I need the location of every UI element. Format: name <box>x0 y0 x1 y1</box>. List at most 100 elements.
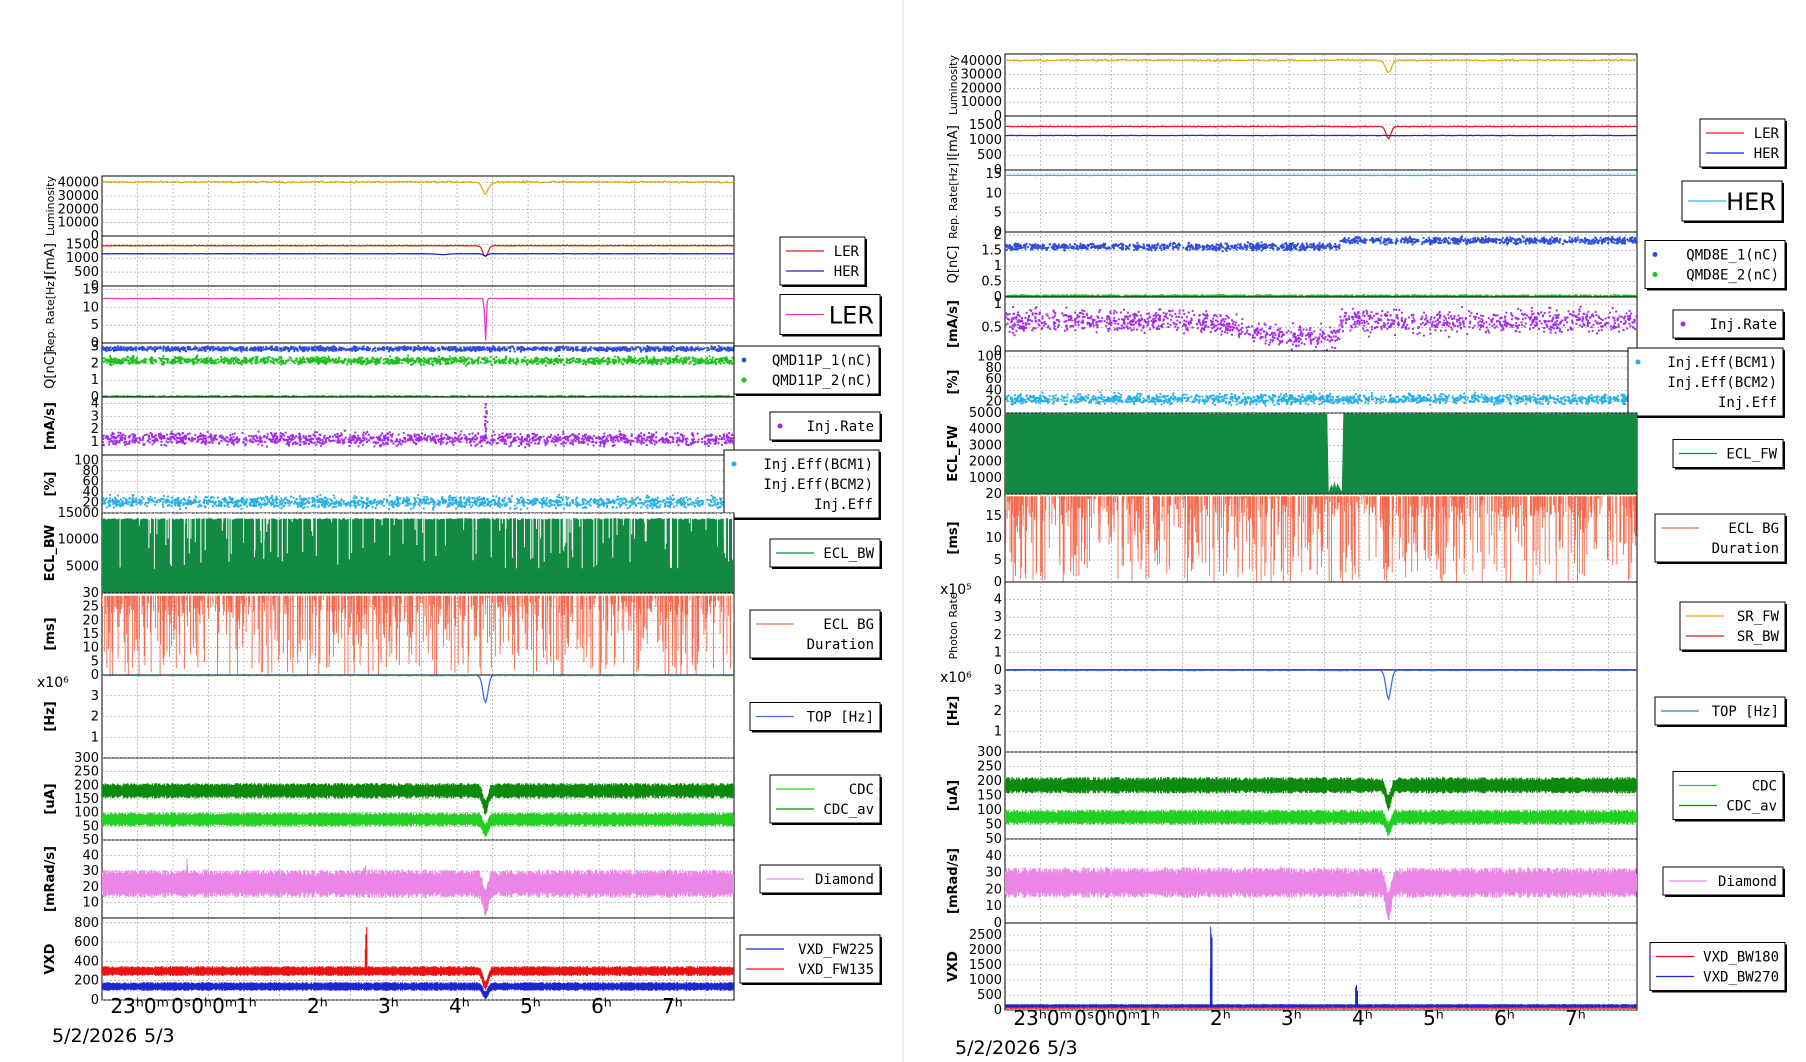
y-tick-label: 200 <box>977 774 1002 789</box>
legend-label: SR_FW <box>1737 609 1780 625</box>
y-tick-label: 1 <box>994 645 1002 660</box>
date-label: 5/2/2026 <box>955 1037 1040 1059</box>
series-group <box>102 513 734 593</box>
y-tick-label: 300 <box>977 745 1002 760</box>
legend-label: CDC_av <box>1726 799 1777 815</box>
y-axis-label: Rep. Rate[Hz] <box>947 163 960 239</box>
y-tick-label: 50 <box>82 833 99 848</box>
legend-label: VXD_BW180 <box>1703 950 1779 966</box>
y-tick-label: 500 <box>74 265 99 280</box>
y-tick-label: 10 <box>82 641 99 656</box>
y-tick-label: 2 <box>91 422 99 437</box>
y-axis-label: [%] <box>946 370 961 395</box>
date-label: 5/3 <box>144 1025 175 1047</box>
legend-3: QMD8E_1(nC) QMD8E_2(nC) <box>1644 240 1787 291</box>
legend-1: LER HER <box>1699 118 1787 169</box>
y-tick-label: 2 <box>994 704 1002 719</box>
series-line-1 <box>1005 134 1637 137</box>
legend-marker <box>1652 252 1658 257</box>
y-axis-label: Luminosity <box>44 176 57 236</box>
legend-label: VXD_FW225 <box>798 942 874 958</box>
y-tick-label: 10 <box>82 300 99 315</box>
y-tick-label: 4000 <box>969 422 1002 437</box>
x-tick-label: 4ʰ <box>449 994 470 1018</box>
y-tick-label: 100 <box>977 803 1002 818</box>
series-group <box>102 244 734 258</box>
legend-label: LER <box>834 244 860 260</box>
y-tick-label: 80 <box>985 361 1002 376</box>
y-axis-label: Luminosity <box>947 55 960 115</box>
legend-label: ECL BG <box>823 617 874 633</box>
y-tick-label: 250 <box>74 765 99 780</box>
legend-4: Inj.Rate <box>1672 309 1785 340</box>
legend-box <box>749 609 881 659</box>
y-tick-label: 1 <box>994 725 1002 740</box>
y-tick-label: 40000 <box>58 176 99 191</box>
legend-label: VXD_FW135 <box>798 962 874 978</box>
series-group <box>1005 391 1637 407</box>
y-axis-label: [mA/s] <box>946 300 961 348</box>
series-band-0 <box>102 926 734 991</box>
y-axis-label: [mA/s] <box>43 402 58 450</box>
legend-label: QMD8E_2(nC) <box>1686 268 1779 284</box>
series-band-1 <box>102 982 734 999</box>
series-points-1 <box>102 354 734 367</box>
y-axis-label: [mRad/s] <box>43 846 58 912</box>
series-points-0 <box>102 403 734 449</box>
x-tick-label: 4ʰ <box>1352 1006 1373 1030</box>
series-points-0 <box>1005 391 1637 407</box>
legend-8: SR_FW SR_BW <box>1679 601 1787 652</box>
y-axis-label: [Hz] <box>946 696 961 726</box>
panel-4: 1 0.5 0 [mA/s] <box>946 296 1638 359</box>
y-tick-label: 0 <box>91 279 99 294</box>
y-tick-label: 2 <box>91 356 99 371</box>
y-tick-label: 0 <box>994 916 1002 931</box>
y-tick-label: 5 <box>91 654 99 669</box>
y-axis-label: [%] <box>43 472 58 497</box>
legend-label: Inj.Eff <box>814 497 873 513</box>
y-tick-label: 20 <box>82 880 99 895</box>
y-tick-label: 0.5 <box>981 275 1002 290</box>
legend-label: Inj.Eff(BCM1) <box>1667 355 1777 371</box>
series-band-0 <box>1005 777 1637 811</box>
y-tick-label: 20 <box>985 882 1002 897</box>
legend-label: CDC <box>849 782 874 798</box>
y-tick-label: 10000 <box>58 216 99 231</box>
legend-7: ECL BG Duration <box>1654 513 1787 564</box>
y-tick-label: 100 <box>74 806 99 821</box>
series-band-0 <box>1005 1006 1637 1009</box>
y-axis-label: Photon Rate <box>947 592 960 659</box>
series-group <box>1005 777 1637 837</box>
y-tick-label: 20 <box>82 613 99 628</box>
series-group <box>1005 926 1637 1009</box>
y-tick-label: 500 <box>977 148 1002 163</box>
y-tick-label: 1000 <box>969 973 1002 988</box>
y-tick-label: 30 <box>82 586 99 601</box>
legend-10: Diamond <box>759 864 882 895</box>
y-tick-label: 30000 <box>961 68 1002 83</box>
y-tick-label: 2500 <box>969 928 1002 943</box>
legend-label: LER <box>829 302 874 330</box>
series-group <box>102 783 734 838</box>
legend-label: QMD11P_2(nC) <box>772 373 873 389</box>
series-group <box>1005 413 1637 494</box>
legend-box <box>1649 942 1786 991</box>
y-axis-label: VXD <box>43 943 58 974</box>
y-tick-label: 5 <box>91 318 99 333</box>
y-tick-label: 40 <box>985 849 1002 864</box>
panel-11: 800 600 400 200 0 VXD <box>43 916 735 1008</box>
x-tick-label: 2ʰ <box>307 994 328 1018</box>
y-tick-label: 3 <box>994 610 1002 625</box>
legend-label: Inj.Eff(BCM2) <box>1667 375 1777 391</box>
y-axis-label: [uA] <box>43 783 58 814</box>
y-tick-label: 30 <box>985 866 1002 881</box>
y-tick-label: 20 <box>985 395 1002 410</box>
series-group <box>1005 58 1637 73</box>
